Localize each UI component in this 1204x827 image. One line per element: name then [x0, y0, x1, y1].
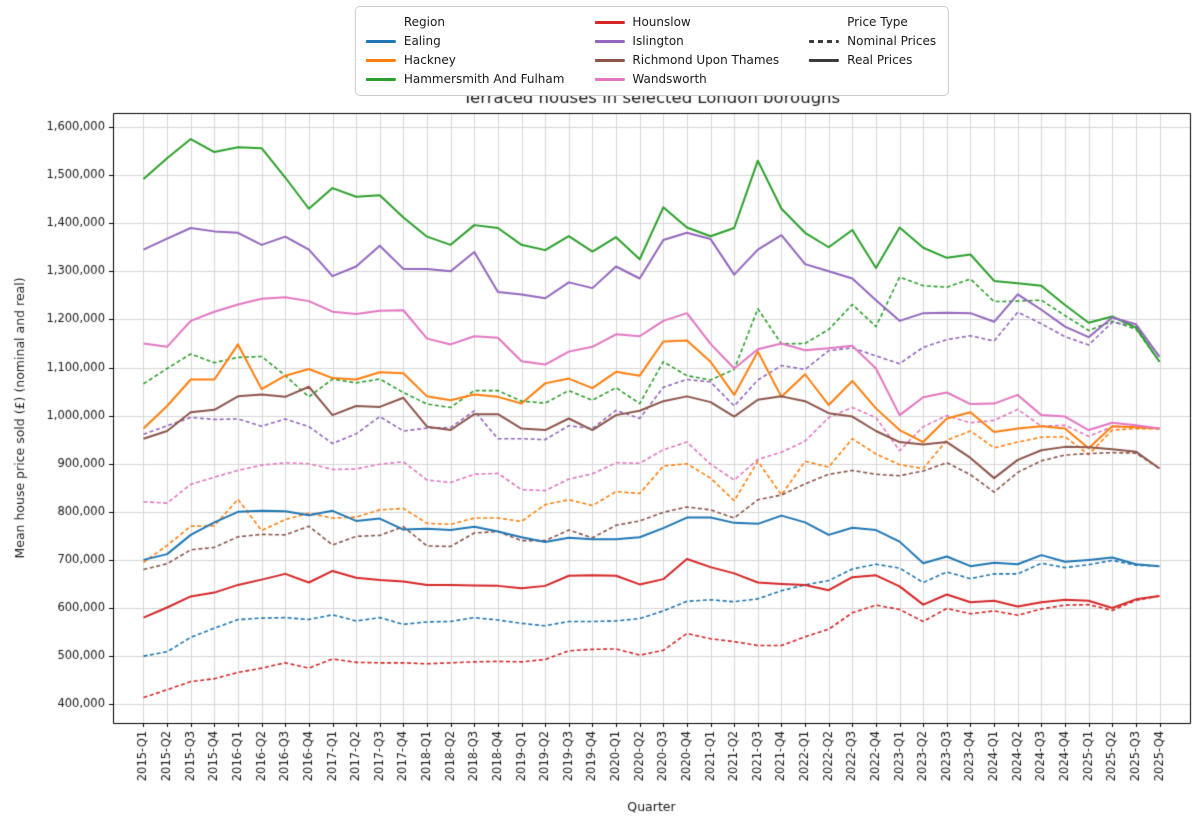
- legend-item-hammersmith-and-fulham: Hammersmith And Fulham: [365, 71, 565, 88]
- legend-label-price-type: Price Type: [847, 15, 908, 29]
- legend-item-wandsworth: Wandsworth: [594, 71, 779, 88]
- legend-header-region: Region: [366, 14, 565, 31]
- legend-column-region-2: Hounslow Islington Richmond Upon Thames Wan…: [594, 14, 779, 88]
- legend-label-real-prices: Real Prices: [847, 53, 913, 67]
- legend-line-swatch-ealing: [365, 40, 396, 43]
- legend-item-real-prices: Real Prices: [809, 52, 936, 69]
- legend-line-swatch-islington: [594, 40, 625, 43]
- legend-swatch-spacer: [809, 21, 839, 24]
- legend-label-hackney: Hackney: [403, 53, 456, 67]
- legend-label-islington: Islington: [632, 34, 684, 48]
- legend-item-nominal-prices: Nominal Prices: [809, 33, 936, 50]
- legend-line-swatch-real-prices: [809, 59, 840, 62]
- legend-line-swatch-wandsworth: [594, 78, 625, 81]
- legend-label-richmond-upon-thames: Richmond Upon Thames: [632, 53, 780, 67]
- legend-label-nominal-prices: Nominal Prices: [847, 34, 937, 48]
- legend-item-ealing: Ealing: [365, 33, 565, 50]
- legend-line-swatch-hackney: [365, 59, 396, 62]
- legend-column-region-1: Region Ealing Hackney Hammersmith And Fulha…: [365, 14, 565, 88]
- legend-line-swatch-hounslow: [594, 21, 625, 24]
- legend-line-swatch-nominal-prices: [809, 40, 840, 43]
- legend-label-hounslow: Hounslow: [632, 15, 691, 29]
- legend-item-hackney: Hackney: [365, 52, 565, 69]
- legend-item-islington: Islington: [594, 33, 779, 50]
- legend-item-richmond-upon-thames: Richmond Upon Thames: [594, 52, 779, 69]
- legend-label-region: Region: [403, 15, 445, 29]
- legend-swatch-spacer: [366, 21, 396, 24]
- legend-line-swatch-richmond-upon-thames: [594, 59, 625, 62]
- legend-header-price-type: Price Type: [809, 14, 936, 31]
- legend-label-ealing: Ealing: [403, 34, 441, 48]
- legend-item-hounslow: Hounslow: [594, 14, 779, 31]
- legend-line-swatch-hammersmith-and-fulham: [365, 78, 396, 81]
- legend-column-price-type: Price Type Nominal Prices Real Prices: [809, 14, 936, 88]
- chart-legend: Region Ealing Hackney Hammersmith And Fulha…: [354, 6, 950, 96]
- legend-label-wandsworth: Wandsworth: [632, 72, 707, 86]
- legend-label-hammersmith-and-fulham: Hammersmith And Fulham: [403, 72, 565, 86]
